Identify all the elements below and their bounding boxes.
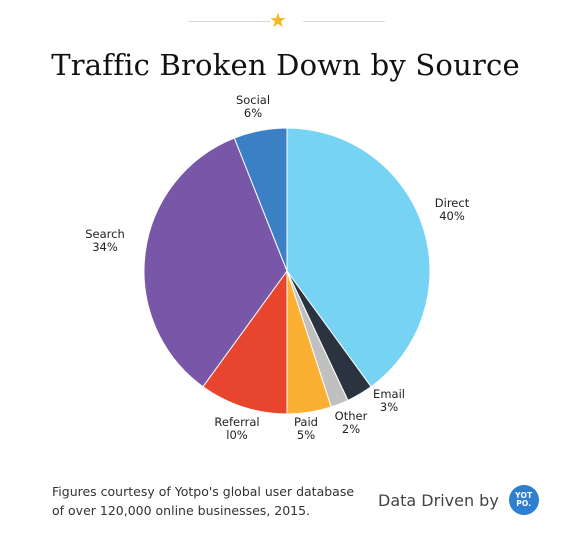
footnote-line-1: Figures courtesy of Yotpo's global user … (52, 484, 355, 499)
slice-value-search: 34% (92, 240, 118, 254)
slice-label-search: Search (85, 227, 125, 241)
slice-value-direct: 40% (439, 209, 465, 223)
slice-label-referral: Referral (214, 415, 259, 429)
source-footnote: Figures courtesy of Yotpo's global user … (52, 482, 372, 520)
pie-slices (143, 127, 431, 415)
slice-value-social: 6% (244, 106, 262, 120)
chart-title: Traffic Broken Down by Source (51, 48, 520, 82)
pie-slice-social (233, 127, 288, 272)
slice-value-referral: l0% (226, 428, 248, 442)
header-divider-left (188, 21, 270, 22)
slice-label-social: Social (236, 93, 270, 107)
slice-label-paid: Paid (294, 415, 318, 429)
pie-slice-referral (202, 269, 288, 415)
logo-line-2: PO. (516, 499, 532, 508)
logo-line-1: YOT (515, 491, 533, 500)
pie-slice-search (143, 137, 288, 388)
star-icon: ★ (269, 8, 287, 32)
slice-value-other: 2% (342, 422, 360, 436)
slice-label-other: Other (335, 409, 368, 423)
brand-text: Data Driven by (378, 490, 499, 510)
slice-value-paid: 5% (297, 428, 315, 442)
header-divider-right (303, 21, 385, 22)
slice-label-direct: Direct (435, 196, 470, 210)
footnote-line-2: of over 120,000 online businesses, 2015. (52, 503, 311, 518)
slice-value-email: 3% (380, 400, 398, 414)
yotpo-logo[interactable]: YOT PO. (508, 485, 539, 515)
slice-label-email: Email (373, 387, 405, 401)
brand-credit: Data Driven by YOT PO. (378, 485, 539, 515)
pie-slice-direct (286, 127, 431, 388)
